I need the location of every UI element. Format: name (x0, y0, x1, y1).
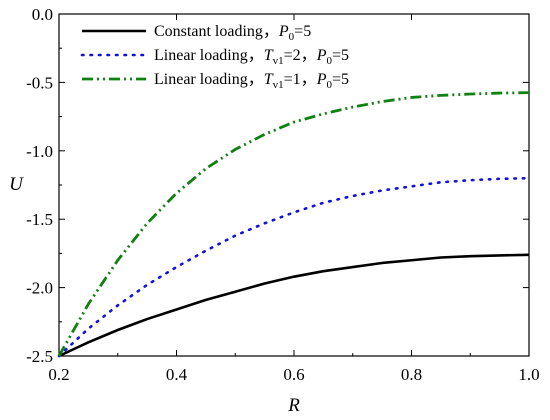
axis-ticks: 0.2 0.4 0.6 0.8 1.0 0.0 -0.5 -1.0 -1.5 -2.0 -2.5 (26, 5, 540, 384)
y-tick-label: -2.5 (26, 347, 53, 366)
y-tick-label: -1.5 (26, 210, 53, 229)
y-tick-label: -0.5 (26, 73, 53, 92)
legend-label-3: Linear loading，Tv1=1，P0=5 (154, 71, 349, 91)
x-tick-label: 0.8 (401, 365, 422, 384)
series-line-3 (57, 91, 530, 357)
legend-label-1: Constant loading，P0=5 (154, 23, 311, 43)
y-tick-label: -2.0 (26, 279, 53, 298)
y-tick-label: -1.0 (26, 142, 53, 161)
x-tick-label: 0.4 (166, 365, 188, 384)
y-axis-label: U (9, 174, 24, 195)
series-lines (57, 91, 531, 358)
plot-area (58, 13, 530, 357)
x-tick-label: 0.6 (283, 365, 304, 384)
series-line-1 (58, 253, 530, 358)
series-line-2 (57, 176, 531, 358)
x-tick-label: 1.0 (518, 365, 539, 384)
x-tick-label: 0.2 (48, 365, 69, 384)
legend: Constant loading，P0=5 Linear loading，Tv1=… (80, 23, 349, 91)
x-axis-label: R (287, 395, 300, 416)
y-tick-label: 0.0 (32, 5, 53, 24)
legend-label-2: Linear loading，Tv1=2，P0=5 (154, 47, 349, 67)
